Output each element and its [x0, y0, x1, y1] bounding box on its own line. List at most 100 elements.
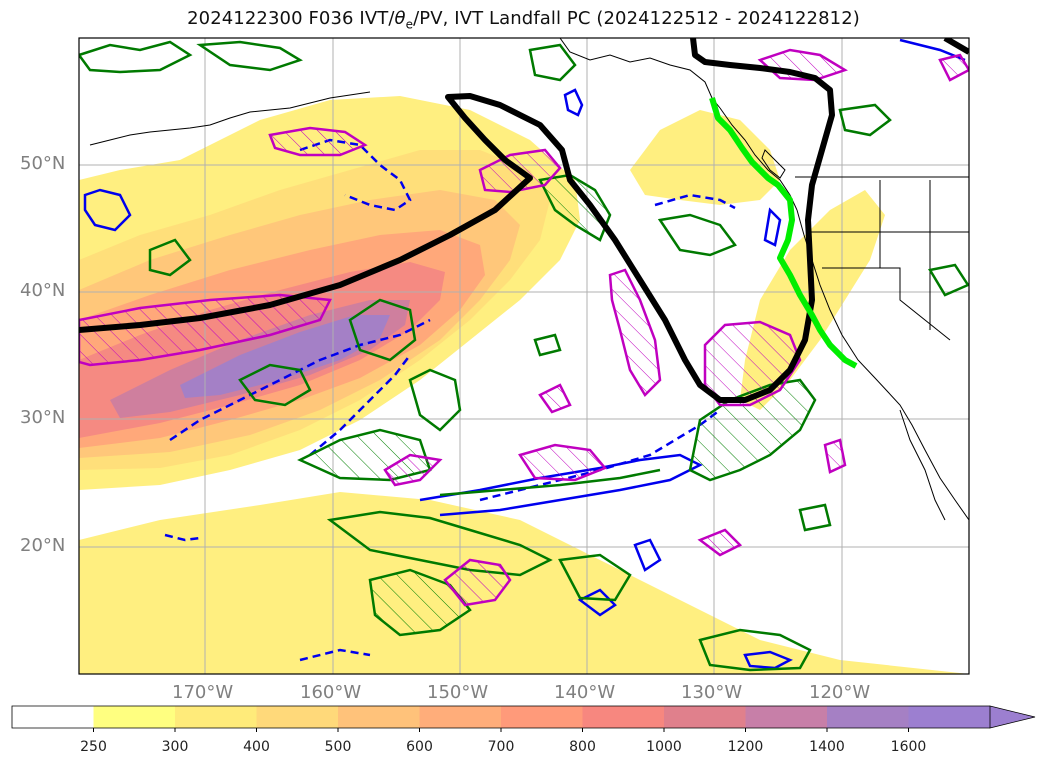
colorbar-tick-label: 700: [487, 739, 515, 755]
colorbar-tick-label: 300: [161, 739, 189, 755]
pv-hatch-6: [383, 453, 443, 487]
colorbar-segment: [664, 706, 746, 728]
lat-label-30n: 30°N: [20, 407, 66, 428]
ivt-1600: [180, 315, 390, 398]
colorbar-tick-label: 800: [569, 739, 596, 755]
theta-e-dashed-4: [309, 354, 411, 456]
pv-contour-2: [196, 40, 303, 72]
colorbar-segment: [501, 706, 583, 728]
title-theta: θ: [394, 8, 406, 29]
state-line-ca: [822, 267, 951, 341]
lon-label-120w: 120°W: [809, 682, 871, 703]
colorbar-extend-arrow: [989, 705, 1036, 729]
colorbar-tick-label: 1600: [890, 739, 927, 755]
pv-hatch-12: [938, 53, 969, 82]
pv-contour-3: [528, 43, 577, 82]
lon-label-160w: 160°W: [300, 682, 362, 703]
pv-contour-10: [439, 468, 661, 497]
ivt-250-south-band: [79, 492, 969, 674]
colorbar: [11, 705, 1036, 732]
colorbar-segment: [419, 706, 502, 728]
map-title: 2024122300 F036 IVT/θe/PV, IVT Landfall …: [0, 8, 1047, 32]
pv-hatch-3: [79, 293, 332, 367]
colorbar-segment: [582, 706, 665, 728]
map-frame: [78, 37, 970, 675]
state-line-nv-az: [879, 180, 931, 330]
theta-e-contours: [83, 38, 966, 670]
colorbar-segment: [827, 706, 909, 728]
colorbar-tick-label: 400: [243, 739, 270, 755]
colorbar-tick-label: 250: [80, 739, 107, 755]
bc-coast: [719, 107, 798, 211]
colorbar-segment: [256, 706, 339, 728]
pv-contour-14: [558, 553, 632, 602]
colorbar-segment: [93, 706, 176, 728]
lon-label-150w: 150°W: [427, 682, 489, 703]
pv-contour-13: [368, 568, 472, 637]
lat-label-40n: 40°N: [20, 280, 66, 301]
theta-e-contour-5: [633, 538, 662, 572]
pv-hatch-8: [443, 558, 512, 607]
colorbar-segment: [745, 706, 828, 728]
pv-hatch-1: [268, 126, 368, 157]
pv-hatch-7: [518, 443, 608, 482]
pv-contour-15: [698, 628, 812, 672]
theta-e-dashed-7: [164, 533, 201, 542]
theta-e-dashed-6: [299, 648, 371, 662]
baja: [899, 409, 946, 521]
pv-contour-1: [79, 40, 193, 74]
theta-e-contour-2: [563, 88, 584, 117]
colorbar-tick-label: 1200: [727, 739, 764, 755]
lat-label-20n: 20°N: [20, 535, 66, 556]
pv-contour-6: [348, 298, 417, 362]
pv-contour-16: [798, 503, 832, 532]
pv-contour-8: [408, 368, 462, 432]
ivt-landfall-pc-corner: [943, 38, 969, 55]
theta-e-contour-8: [743, 650, 793, 670]
pv-contour-18: [928, 263, 969, 297]
ivt-250-north-blob: [630, 110, 780, 205]
colorbar-tick-label: 1400: [809, 739, 845, 755]
theta-e-contour-4: [577, 588, 617, 617]
pv-contour-20: [148, 238, 192, 277]
lat-label-50n: 50°N: [20, 153, 66, 174]
coastlines: [89, 38, 969, 521]
theta-e-contour-7: [763, 207, 782, 247]
title-var-pre: IVT/: [359, 8, 395, 29]
pv-hatch-13: [538, 383, 572, 414]
map-area: [79, 38, 969, 674]
pv-hatch-4: [608, 268, 662, 398]
colorbar-segment: [338, 706, 420, 728]
theta-e-contour-1: [83, 188, 132, 232]
us-west-coast: [796, 209, 969, 521]
colorbar-segment: [12, 706, 94, 728]
theta-e-dashed-2: [654, 193, 736, 210]
title-date: 2024122300: [187, 8, 303, 29]
ivt-landfall-pc-contour: [79, 38, 835, 403]
title-fhour: F036: [308, 8, 354, 29]
lon-label-170w: 170°W: [172, 682, 234, 703]
alaska-coast: [559, 38, 721, 109]
pv-contour-5: [657, 213, 737, 257]
lon-label-130w: 130°W: [681, 682, 743, 703]
theta-e-contour-3: [419, 453, 703, 517]
title-theta-sub: e: [405, 17, 414, 32]
vancouver-island: [761, 149, 786, 179]
colorbar-segment: [175, 706, 257, 728]
title-var-post: /PV, IVT Landfall PC (2024122512 - 20241…: [413, 8, 860, 29]
colorbar-segment: [908, 706, 991, 728]
pv-contour-19: [533, 333, 562, 357]
pv-hatch-9: [697, 528, 743, 557]
pv-contour-11: [326, 510, 553, 577]
pv-contour-7: [238, 363, 312, 407]
colorbar-tick-label: 500: [324, 739, 352, 755]
pv-contour-17: [838, 103, 892, 137]
colorbar-tick-label: 1000: [646, 739, 682, 755]
pv-contours: [79, 40, 969, 672]
aleutian-coast: [89, 91, 371, 146]
colorbar-tick-label: 600: [406, 739, 433, 755]
lon-label-140w: 140°W: [554, 682, 616, 703]
landfall-coast-segment: [709, 97, 858, 369]
pv-hatch-10: [823, 438, 847, 474]
